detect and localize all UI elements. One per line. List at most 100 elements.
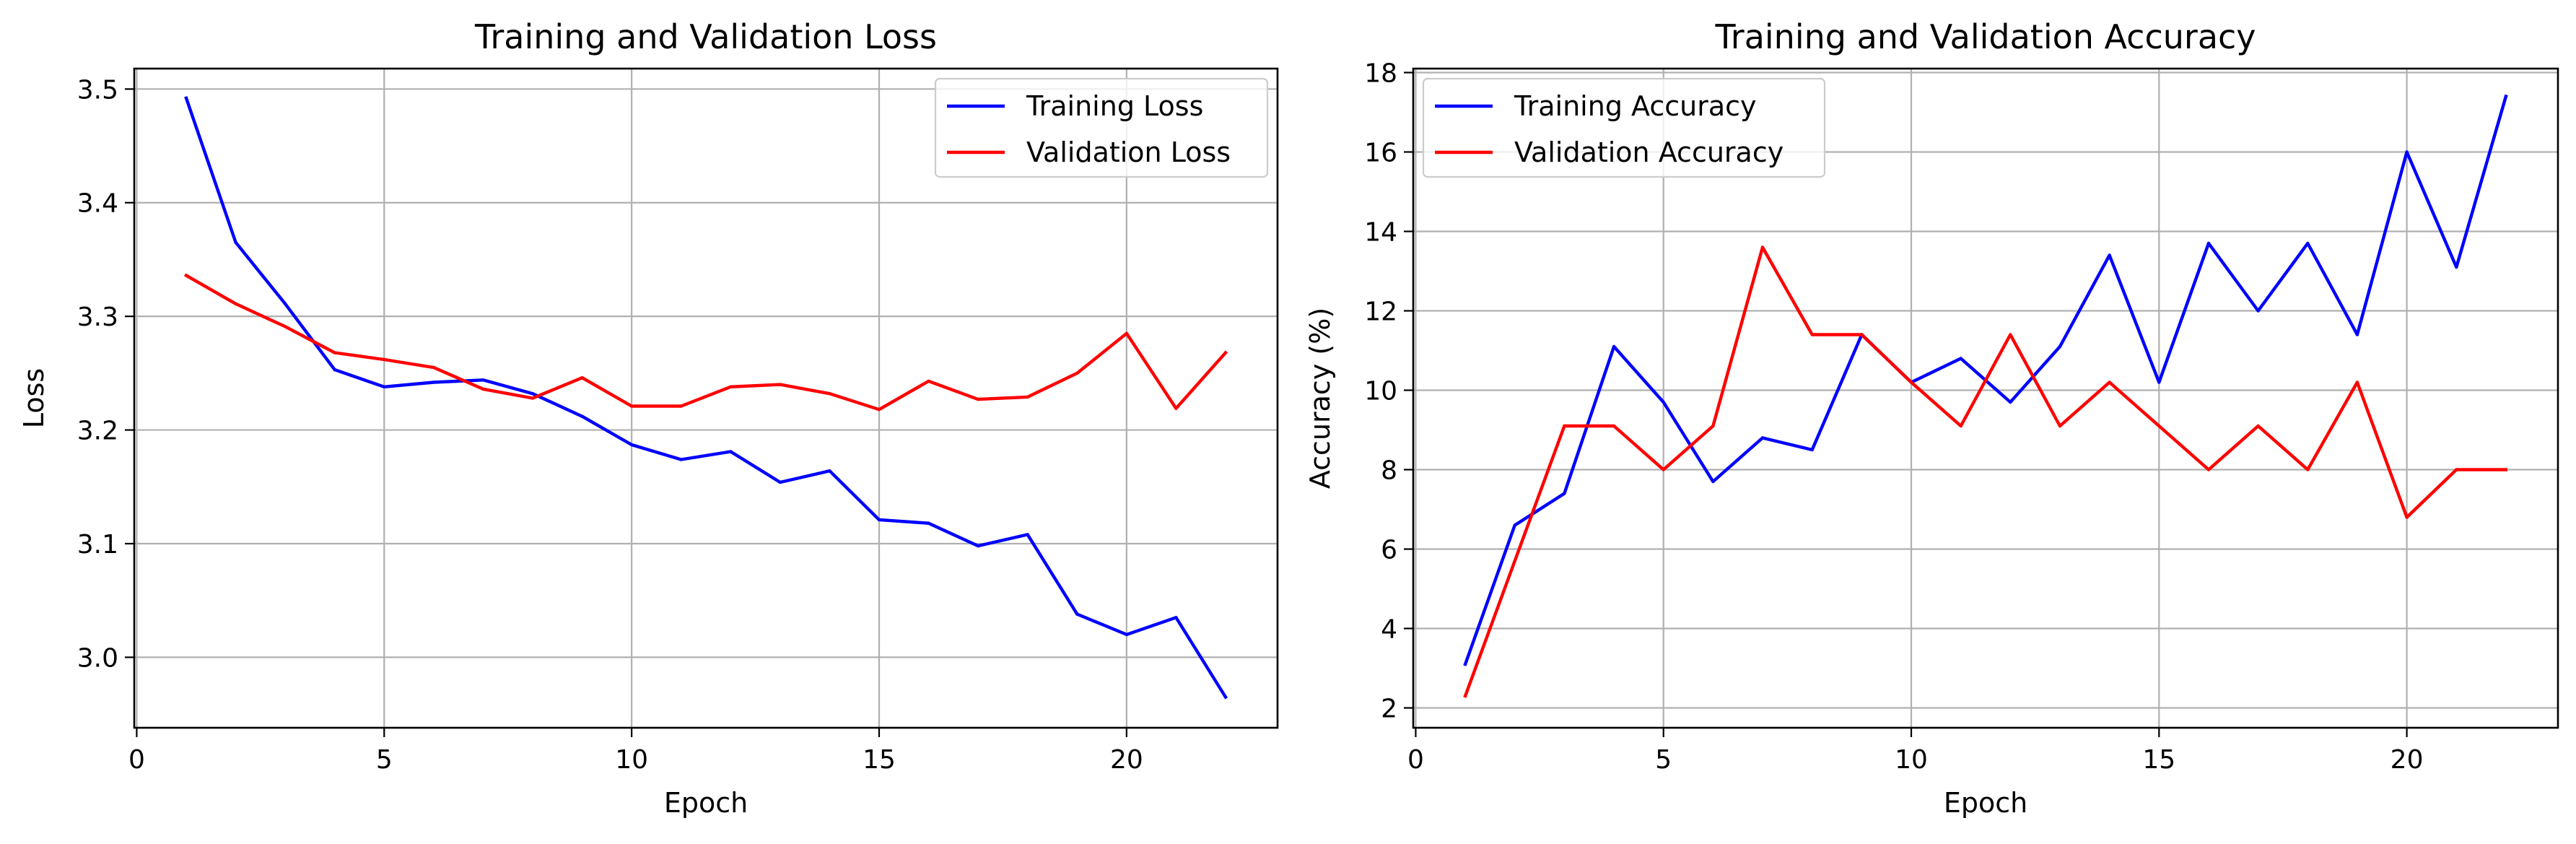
data-point-training-accuracy <box>1513 523 1516 527</box>
accuracy-series <box>1463 94 2508 698</box>
series-line-training-loss <box>184 96 1228 700</box>
data-point-validation-loss <box>1026 395 1029 399</box>
data-point-validation-loss <box>877 408 881 412</box>
loss-chart-title: Training and Validation Loss <box>474 17 937 56</box>
accuracy-y-tick-label: 10 <box>1364 377 1397 406</box>
data-point-validation-loss <box>531 396 535 400</box>
accuracy-y-tick-label: 2 <box>1381 695 1397 724</box>
data-point-training-accuracy <box>2355 333 2359 336</box>
data-point-training-loss <box>679 458 683 461</box>
loss-y-axis-label: Loss <box>18 368 50 428</box>
data-point-training-loss <box>729 450 733 453</box>
loss-plot-frame <box>133 67 1279 729</box>
accuracy-y-tick-label: 18 <box>1364 59 1397 89</box>
data-point-training-loss <box>1125 632 1129 637</box>
data-point-validation-loss <box>729 385 733 388</box>
data-point-training-loss <box>383 385 386 388</box>
data-point-training-accuracy <box>2306 241 2310 245</box>
data-point-validation-loss <box>580 375 584 380</box>
data-point-validation-accuracy <box>2355 380 2359 384</box>
data-point-validation-loss <box>1174 406 1178 410</box>
accuracy-x-axis-label: Epoch <box>1944 787 2027 819</box>
data-point-validation-accuracy <box>1860 333 1864 336</box>
data-point-validation-accuracy <box>2455 468 2458 471</box>
data-point-validation-accuracy <box>1760 245 1765 249</box>
data-point-validation-accuracy <box>1513 559 1516 563</box>
accuracy-x-tick-label: 15 <box>2142 745 2175 775</box>
accuracy-y-tick-label: 8 <box>1381 456 1397 486</box>
loss-x-tick-label: 0 <box>128 745 145 775</box>
data-point-validation-accuracy <box>2256 424 2260 428</box>
data-point-validation-accuracy <box>2206 468 2211 471</box>
accuracy-y-tick-label: 14 <box>1364 218 1397 248</box>
data-point-validation-accuracy <box>1909 380 1913 384</box>
accuracy-x-tick-label: 0 <box>1407 745 1424 775</box>
data-point-validation-accuracy <box>1563 424 1566 428</box>
data-point-training-loss <box>234 240 237 245</box>
loss-y-ticks: 3.0 3.1 3.2 3.3 3.4 3.5 <box>77 75 134 673</box>
data-point-training-loss <box>1075 612 1079 616</box>
accuracy-x-tick-label: 10 <box>1895 745 1928 775</box>
accuracy-chart-title: Training and Validation Accuracy <box>1714 17 2256 56</box>
data-point-validation-loss <box>778 383 782 386</box>
data-point-validation-loss <box>283 325 287 329</box>
data-point-training-accuracy <box>2206 241 2211 245</box>
data-point-validation-accuracy <box>1810 333 1814 336</box>
data-point-training-loss <box>283 302 287 306</box>
data-point-training-accuracy <box>2504 95 2508 98</box>
accuracy-legend-box <box>1422 77 1826 178</box>
accuracy-x-tick-label: 20 <box>2391 745 2424 775</box>
loss-x-tick-label: 20 <box>1110 745 1143 775</box>
loss-y-tick-label: 3.1 <box>77 530 118 560</box>
series-line-validation-accuracy <box>1463 245 2508 698</box>
data-point-training-loss <box>976 544 980 548</box>
series-line-validation-loss <box>183 273 1228 412</box>
data-point-training-loss <box>629 443 634 447</box>
loss-series <box>183 96 1228 700</box>
loss-y-tick-label: 3.3 <box>77 303 118 332</box>
data-point-validation-loss <box>383 357 386 362</box>
data-point-validation-accuracy <box>1959 424 1962 428</box>
data-point-validation-loss <box>1125 331 1129 335</box>
data-point-validation-loss <box>828 392 831 396</box>
data-point-training-accuracy <box>2108 253 2111 257</box>
data-point-validation-accuracy <box>2157 424 2161 428</box>
loss-chart: Training and Validation Loss 0 5 10 15 20 3.… <box>18 17 1279 819</box>
data-point-training-loss <box>1174 616 1178 619</box>
data-point-training-accuracy <box>1563 492 1566 495</box>
accuracy-chart: Training and Validation Accuracy 0 5 10 15 2… <box>1304 17 2559 819</box>
data-point-training-accuracy <box>1711 479 1715 484</box>
data-point-training-accuracy <box>1463 662 1467 666</box>
data-point-validation-accuracy <box>1612 424 1616 428</box>
data-point-training-accuracy <box>1662 400 1665 404</box>
loss-x-ticks: 0 5 10 15 20 <box>128 728 1143 775</box>
data-point-validation-loss <box>333 351 336 354</box>
accuracy-y-tick-label: 12 <box>1364 297 1397 327</box>
accuracy-x-tick-label: 5 <box>1655 745 1672 775</box>
legend-label-validation-accuracy: Validation Accuracy <box>1514 136 1783 168</box>
legend-label-validation-loss: Validation Loss <box>1026 136 1231 168</box>
data-point-validation-loss <box>679 404 683 408</box>
loss-x-tick-label: 5 <box>376 745 393 775</box>
data-point-validation-loss <box>184 274 188 277</box>
data-point-training-accuracy <box>1612 344 1616 349</box>
loss-x-axis-label: Epoch <box>664 787 748 819</box>
loss-legend: Training Loss Validation Loss <box>934 77 1269 178</box>
data-point-training-loss <box>1223 695 1228 699</box>
data-point-training-accuracy <box>2058 344 2062 349</box>
data-point-validation-loss <box>481 387 485 391</box>
data-point-validation-accuracy <box>2058 424 2062 428</box>
legend-label-training-loss: Training Loss <box>1026 90 1203 122</box>
data-point-training-loss <box>333 367 336 372</box>
data-point-validation-loss <box>234 302 237 306</box>
data-point-validation-loss <box>1075 371 1079 375</box>
loss-legend-box <box>934 77 1269 178</box>
data-point-training-accuracy <box>1760 436 1765 440</box>
data-point-training-accuracy <box>2009 400 2012 404</box>
accuracy-y-tick-label: 6 <box>1381 536 1397 565</box>
data-point-training-accuracy <box>2455 265 2458 269</box>
data-point-training-loss <box>877 518 881 522</box>
loss-x-tick-label: 15 <box>863 745 896 775</box>
accuracy-y-tick-label: 4 <box>1381 615 1397 645</box>
